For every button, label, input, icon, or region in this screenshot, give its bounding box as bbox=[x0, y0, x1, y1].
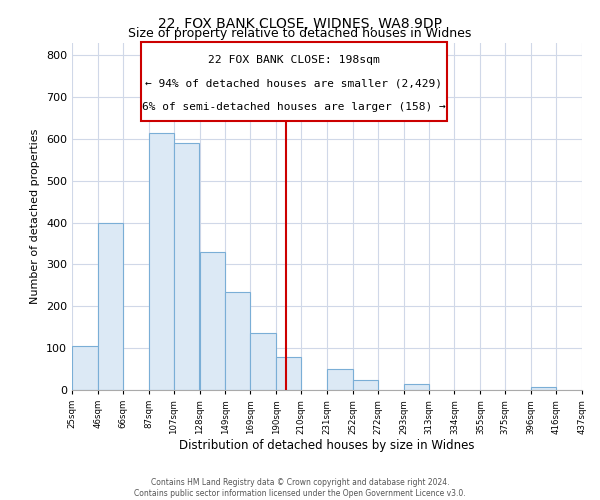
Bar bbox=[149, 132, 173, 390]
Bar bbox=[72, 346, 98, 390]
Bar bbox=[327, 369, 353, 390]
Bar bbox=[226, 292, 250, 390]
Bar bbox=[531, 387, 556, 390]
Text: 22 FOX BANK CLOSE: 198sqm: 22 FOX BANK CLOSE: 198sqm bbox=[208, 56, 380, 66]
Bar bbox=[98, 222, 123, 390]
Text: 6% of semi-detached houses are larger (158) →: 6% of semi-detached houses are larger (1… bbox=[142, 102, 446, 112]
Text: Size of property relative to detached houses in Widnes: Size of property relative to detached ho… bbox=[128, 28, 472, 40]
Text: ← 94% of detached houses are smaller (2,429): ← 94% of detached houses are smaller (2,… bbox=[145, 78, 442, 88]
Bar bbox=[250, 334, 276, 390]
Bar bbox=[173, 143, 199, 390]
Text: 22, FOX BANK CLOSE, WIDNES, WA8 9DP: 22, FOX BANK CLOSE, WIDNES, WA8 9DP bbox=[158, 18, 442, 32]
Text: Contains HM Land Registry data © Crown copyright and database right 2024.
Contai: Contains HM Land Registry data © Crown c… bbox=[134, 478, 466, 498]
X-axis label: Distribution of detached houses by size in Widnes: Distribution of detached houses by size … bbox=[179, 440, 475, 452]
Y-axis label: Number of detached properties: Number of detached properties bbox=[31, 128, 40, 304]
Bar bbox=[353, 380, 378, 390]
Bar bbox=[404, 384, 428, 390]
Bar bbox=[141, 42, 447, 120]
Bar bbox=[199, 252, 226, 390]
Bar bbox=[276, 358, 301, 390]
